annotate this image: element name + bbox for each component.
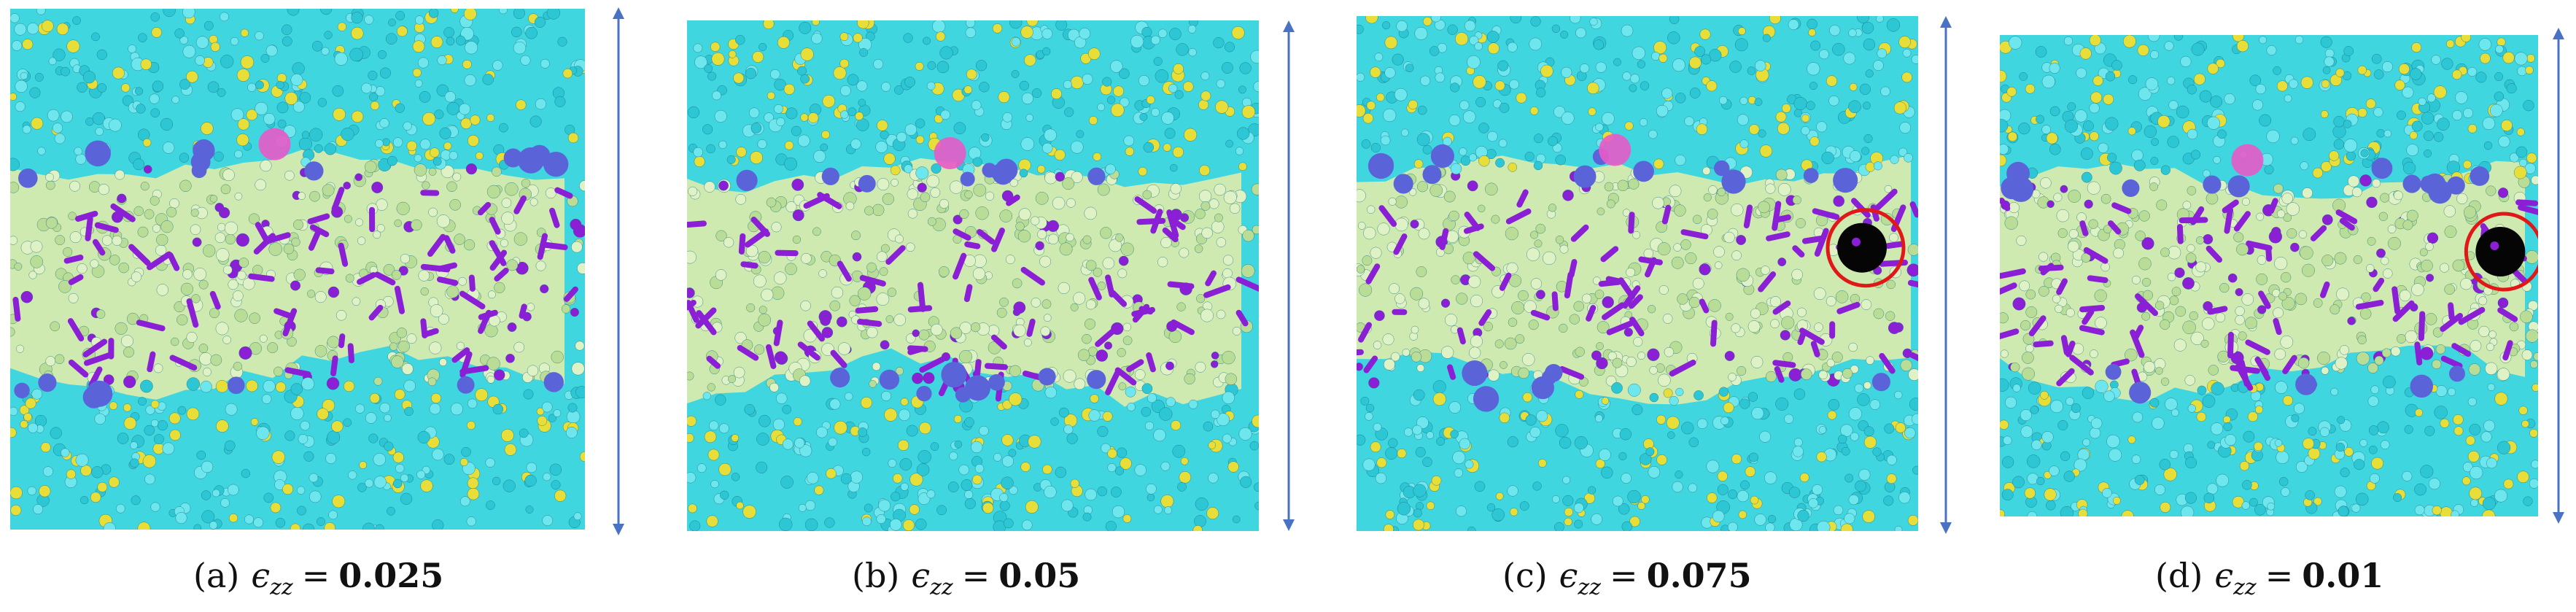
caption-tag: (c) bbox=[1502, 556, 1548, 595]
equals-sign: = bbox=[1610, 556, 1638, 595]
strain-symbol: ϵ bbox=[1559, 556, 1578, 595]
caption-tag: (d) bbox=[2155, 556, 2203, 595]
strain-value: 0.05 bbox=[998, 556, 1081, 595]
loading-direction-arrow-c bbox=[1940, 16, 1952, 534]
equals-sign: = bbox=[2265, 556, 2294, 595]
loading-direction-arrow-d bbox=[2553, 28, 2564, 524]
strain-subscript: zz bbox=[270, 575, 293, 600]
simulation-snapshot-a bbox=[10, 9, 585, 530]
simulation-snapshot-b bbox=[687, 20, 1259, 531]
caption-a: (a) ϵzz = 0.025 bbox=[193, 556, 443, 600]
loading-direction-arrow-b bbox=[1283, 20, 1295, 531]
equals-sign: = bbox=[301, 556, 330, 595]
strain-symbol: ϵ bbox=[911, 556, 931, 595]
caption-tag: (a) bbox=[193, 556, 240, 595]
loading-direction-arrow-a bbox=[613, 7, 624, 535]
caption-tag: (b) bbox=[852, 556, 900, 595]
equals-sign: = bbox=[961, 556, 990, 595]
caption-c: (c) ϵzz = 0.075 bbox=[1502, 556, 1752, 600]
strain-subscript: zz bbox=[1578, 575, 1602, 600]
simulation-snapshot-d bbox=[2000, 35, 2538, 516]
strain-value: 0.01 bbox=[2302, 556, 2384, 595]
caption-b: (b) ϵzz = 0.05 bbox=[852, 556, 1080, 600]
strain-symbol: ϵ bbox=[2214, 556, 2234, 595]
strain-value: 0.075 bbox=[1646, 556, 1752, 595]
simulation-snapshot-c bbox=[1357, 16, 1918, 531]
strain-value: 0.025 bbox=[338, 556, 444, 595]
strain-subscript: zz bbox=[930, 575, 953, 600]
strain-symbol: ϵ bbox=[251, 556, 271, 595]
caption-d: (d) ϵzz = 0.01 bbox=[2155, 556, 2383, 600]
strain-subscript: zz bbox=[2233, 575, 2257, 600]
